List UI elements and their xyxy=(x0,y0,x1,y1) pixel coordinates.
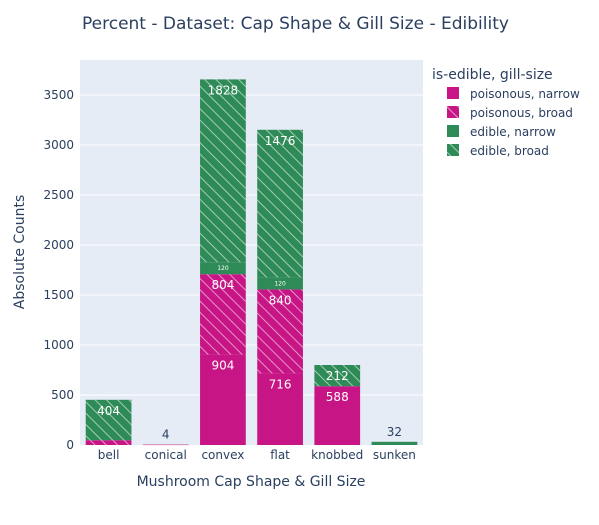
x-tick-label: knobbed xyxy=(311,448,363,462)
bar-segment[interactable] xyxy=(257,277,303,290)
legend-label: poisonous, narrow xyxy=(470,87,580,101)
x-tick-label: conical xyxy=(145,448,187,462)
grid-lines xyxy=(80,94,423,396)
legend-item[interactable]: edible, broad xyxy=(447,144,549,158)
bar-hatch xyxy=(257,289,303,374)
legend-item[interactable]: edible, narrow xyxy=(447,125,556,139)
bar-value-label: 904 xyxy=(211,359,234,373)
y-tick-label: 3000 xyxy=(43,138,74,152)
bar-segment[interactable] xyxy=(314,386,361,445)
y-axis-title: Absolute Counts xyxy=(12,195,28,310)
bar-hatch xyxy=(85,399,132,441)
chart-title: Percent - Dataset: Cap Shape & Gill Size… xyxy=(82,14,509,34)
bar-value-label: 1828 xyxy=(208,83,239,97)
x-tick-label: sunken xyxy=(373,448,416,462)
y-tick-label: 2500 xyxy=(43,188,74,202)
legend-label: edible, broad xyxy=(470,144,549,158)
x-tick-label: bell xyxy=(98,448,120,462)
bar-hatch xyxy=(85,440,132,445)
y-tick-label: 500 xyxy=(51,388,74,402)
y-tick-label: 1500 xyxy=(43,288,74,302)
bar-value-label: 120 xyxy=(217,265,229,272)
bar-labels: 404 4 904 804 120 1828 716 840 120 1476 588 212 32 xyxy=(97,83,402,441)
x-tick-label: convex xyxy=(201,448,244,462)
legend-swatch xyxy=(447,125,459,137)
y-axis-ticks: 0 500 1000 1500 2000 2500 3000 3500 xyxy=(43,88,74,452)
plot-area xyxy=(80,60,423,445)
bar-value-label: 120 xyxy=(274,280,286,287)
y-tick-label: 2000 xyxy=(43,238,74,252)
legend[interactable]: is-edible, gill-size poisonous, narrow po… xyxy=(432,67,580,158)
bar-value-label: 1476 xyxy=(265,134,296,148)
bar-hatch xyxy=(257,129,303,278)
bar-total-label: 32 xyxy=(387,425,402,439)
legend-title: is-edible, gill-size xyxy=(432,67,553,83)
legend-swatch-hatch xyxy=(447,144,459,156)
legend-swatch-hatch xyxy=(447,106,459,118)
legend-item[interactable]: poisonous, narrow xyxy=(447,87,580,101)
legend-label: edible, narrow xyxy=(470,125,556,139)
y-tick-label: 3500 xyxy=(43,88,74,102)
bar-segment[interactable] xyxy=(200,354,246,445)
y-tick-label: 1000 xyxy=(43,338,74,352)
x-axis-title: Mushroom Cap Shape & Gill Size xyxy=(137,474,366,490)
bar-hatch xyxy=(200,79,246,263)
legend-item[interactable]: poisonous, broad xyxy=(447,106,573,120)
bar-segment[interactable] xyxy=(200,262,246,275)
bar-segment[interactable] xyxy=(257,373,303,445)
bar-hatch xyxy=(200,274,246,355)
bar-value-label: 716 xyxy=(269,377,292,391)
bar-hatch xyxy=(314,365,361,387)
bar-value-label: 588 xyxy=(326,390,349,404)
bar-value-label: 804 xyxy=(211,278,234,292)
bar-value-label: 404 xyxy=(97,404,120,418)
x-tick-label: flat xyxy=(270,448,290,462)
x-axis-ticks: bell conical convex flat knobbed sunken xyxy=(98,448,416,462)
bar-value-label: 212 xyxy=(326,369,349,383)
legend-label: poisonous, broad xyxy=(470,106,573,120)
bars-group xyxy=(85,79,418,446)
bar-segment[interactable] xyxy=(371,441,418,445)
y-tick-label: 0 xyxy=(66,438,74,452)
legend-swatch xyxy=(447,87,459,99)
bar-segment[interactable] xyxy=(142,444,189,446)
bar-value-label: 840 xyxy=(269,293,292,307)
bar-total-label: 4 xyxy=(162,428,170,442)
